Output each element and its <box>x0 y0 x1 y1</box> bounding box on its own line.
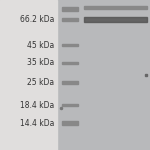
Bar <box>62 121 78 125</box>
Bar <box>62 8 78 10</box>
Bar <box>84 6 147 9</box>
Bar <box>84 17 147 22</box>
Bar <box>62 62 78 64</box>
Bar <box>62 104 78 106</box>
Bar <box>62 44 78 46</box>
Bar <box>0 0 57 150</box>
Text: 66.2 kDa: 66.2 kDa <box>20 15 54 24</box>
Bar <box>62 81 78 84</box>
Text: 14.4 kDa: 14.4 kDa <box>20 118 54 127</box>
Text: 45 kDa: 45 kDa <box>27 40 54 50</box>
Text: 35 kDa: 35 kDa <box>27 58 54 68</box>
Text: 18.4 kDa: 18.4 kDa <box>20 100 54 109</box>
Bar <box>62 18 78 21</box>
Text: 25 kDa: 25 kDa <box>27 78 54 87</box>
